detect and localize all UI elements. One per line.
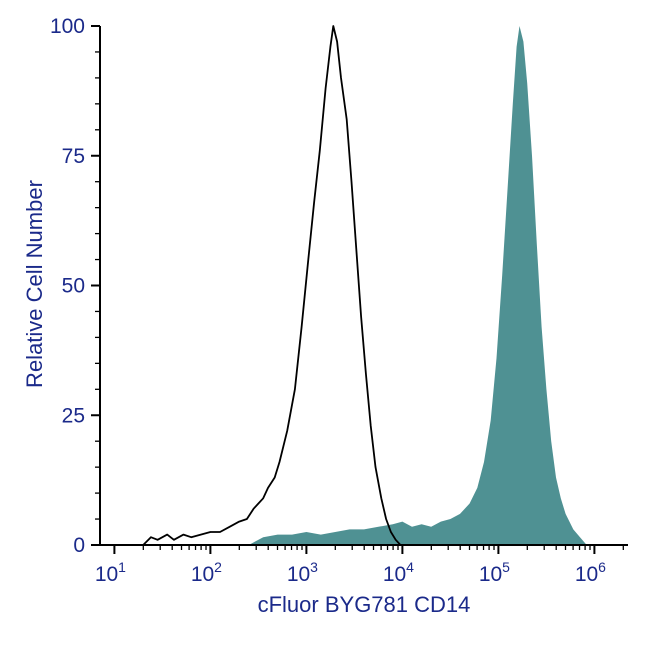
y-tick-label: 100 bbox=[50, 15, 85, 38]
x-tick-label: 106 bbox=[575, 559, 606, 586]
y-tick-label: 50 bbox=[62, 275, 85, 298]
control-outline-curve bbox=[142, 25, 402, 546]
x-axis-label: cFluor BYG781 CD14 bbox=[257, 592, 471, 617]
x-tick-label: 101 bbox=[95, 559, 126, 586]
y-tick-label: 75 bbox=[62, 145, 85, 168]
y-axis-tick-labels: 0 25 50 75 100 bbox=[50, 15, 85, 557]
x-axis-tick-labels: 101 102 103 104 105 106 bbox=[95, 559, 606, 586]
filled-histogram-curve bbox=[248, 26, 587, 545]
x-tick-label: 105 bbox=[479, 559, 510, 586]
y-axis-label: Relative Cell Number bbox=[22, 180, 47, 388]
x-axis-ticks bbox=[113, 545, 624, 554]
y-tick-label: 25 bbox=[62, 404, 85, 427]
series-control-outline bbox=[142, 25, 402, 546]
y-tick-label: 0 bbox=[73, 534, 85, 557]
x-tick-label: 104 bbox=[383, 559, 414, 586]
x-tick-label: 103 bbox=[287, 559, 318, 586]
series-filled-cd14 bbox=[248, 26, 587, 545]
y-axis-ticks bbox=[91, 25, 100, 546]
x-tick-label: 102 bbox=[191, 559, 222, 586]
